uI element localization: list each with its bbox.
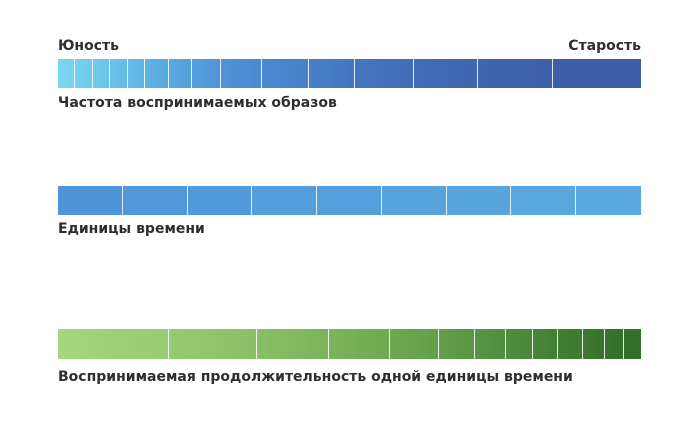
frequency-bar-segment [145,59,169,88]
perceived-duration-bar-segment [558,329,583,359]
frequency-bar-segment [221,59,262,88]
frequency-bar-segment [110,59,128,88]
perceived-duration-bar-segment [533,329,559,359]
frequency-bar-segment [413,59,478,88]
perceived-duration-bar-segment [505,329,534,359]
frequency-bar-segment [75,59,93,88]
time-units-bar-segment [252,186,318,215]
frequency-bar-segment [92,59,111,88]
frequency-bar-segment [477,59,554,88]
frequency-bar-segment [58,59,76,88]
perceived-duration-bar-segment [58,329,169,359]
frequency-bar-segment [553,59,641,88]
frequency-bar-segment [355,59,414,88]
perceived-duration-bar-segment [582,329,605,359]
perceived-duration-bar-segment [328,329,390,359]
time-units-bar-segment [511,186,577,215]
time-units-bar-segment [381,186,447,215]
perceived-duration-bar-segment [605,329,625,359]
time-units-bar-segment [122,186,188,215]
perceived-duration-label: Воспринимаемая продолжительность одной е… [58,369,573,385]
time-units-bar-segment [58,186,123,215]
time-units-label: Единицы времени [58,221,205,237]
frequency-bar-segment [308,59,356,88]
time-units-bar-segment [446,186,512,215]
youth-label: Юность [58,38,119,54]
time-units-bar [58,186,641,215]
perceived-duration-bar-segment [624,329,641,359]
frequency-label: Частота воспринимаемых образов [58,95,337,111]
old-age-label: Старость [568,38,641,54]
frequency-bar-segment [127,59,146,88]
perceived-duration-bar-segment [168,329,257,359]
frequency-bar-segment [261,59,309,88]
frequency-bar-segment [192,59,222,88]
frequency-bar [58,59,641,88]
time-units-bar-segment [317,186,382,215]
perceived-duration-bar [58,329,641,359]
frequency-bar-segment [168,59,193,88]
perceived-duration-bar-segment [439,329,476,359]
perceived-duration-bar-segment [256,329,329,359]
time-units-bar-segment [576,186,641,215]
perceived-duration-bar-segment [475,329,506,359]
time-units-bar-segment [187,186,253,215]
perceived-duration-bar-segment [389,329,440,359]
